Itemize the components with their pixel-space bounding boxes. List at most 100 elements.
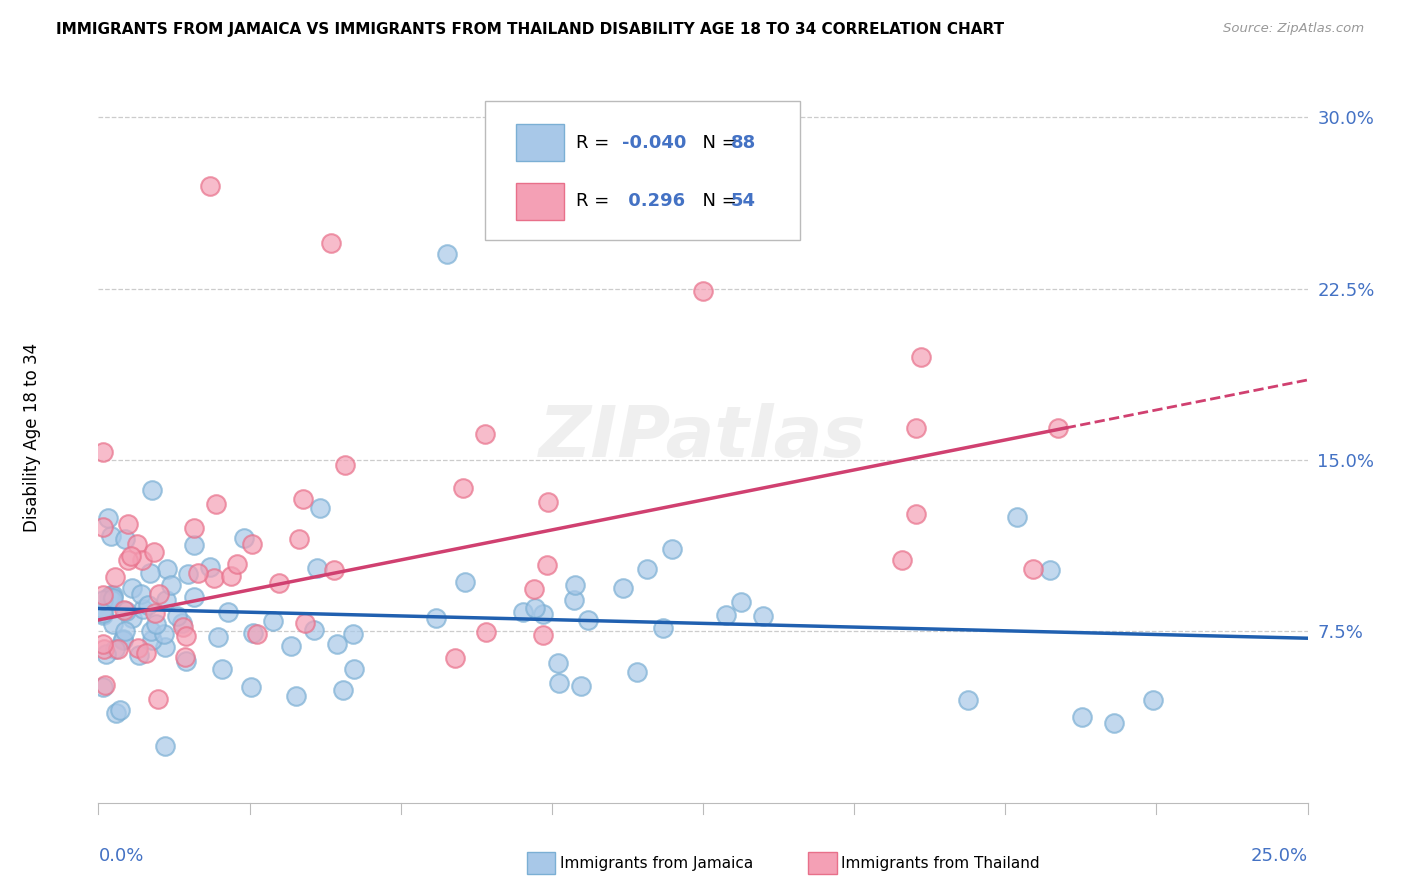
Point [108,703,131,717]
Point [131,553,153,567]
Point [117,516,139,531]
Text: 25.0%: 25.0% [1250,847,1308,864]
Point [547,657,569,671]
Point [285,689,308,703]
Point [121,581,143,595]
Point [548,675,571,690]
Point [564,578,586,592]
Point [97,511,120,525]
Point [1102,715,1125,730]
Point [267,576,290,591]
Point [91,680,114,694]
Point [309,501,332,516]
Point [233,531,256,545]
Point [651,621,673,635]
Point [145,617,167,632]
Point [91,606,114,620]
Point [94,678,117,692]
Point [425,610,447,624]
Point [135,646,157,660]
Text: Disability Age 18 to 34: Disability Age 18 to 34 [22,343,41,532]
Point [333,458,356,472]
Point [626,665,648,679]
Text: N =: N = [690,134,742,152]
Text: Immigrants from Jamaica: Immigrants from Jamaica [560,855,752,871]
Point [143,606,166,620]
Point [291,492,314,507]
Point [891,553,914,567]
Point [152,627,174,641]
Point [117,553,139,567]
Point [198,560,221,574]
Text: ZIPatlas: ZIPatlas [540,402,866,472]
Text: 54: 54 [731,192,756,211]
Point [751,608,773,623]
Point [342,662,364,676]
Point [112,632,135,646]
Point [103,591,125,606]
Point [153,739,176,754]
Point [217,605,239,619]
Point [131,602,153,616]
Point [148,587,170,601]
Point [305,561,328,575]
Point [453,481,475,495]
Point [1046,421,1069,435]
Point [114,533,136,547]
Point [172,620,194,634]
Point [956,693,979,707]
Point [128,648,150,662]
Point [474,427,496,442]
Point [219,568,242,582]
Point [536,558,558,572]
Point [91,602,114,616]
Text: 0.296: 0.296 [621,192,685,211]
Point [107,642,129,657]
Point [156,562,179,576]
Point [288,532,311,546]
Point [910,350,932,364]
Point [127,640,149,655]
Point [198,178,221,193]
Text: R =: R = [576,134,614,152]
Point [319,235,342,250]
Text: R =: R = [576,192,614,211]
FancyBboxPatch shape [485,101,800,240]
Point [183,538,205,552]
Point [91,445,114,459]
Point [280,639,302,653]
Point [183,521,205,535]
Text: 88: 88 [731,134,756,152]
Point [207,630,229,644]
Point [91,588,114,602]
Point [211,662,233,676]
Point [204,497,226,511]
Text: -0.040: -0.040 [621,134,686,152]
Point [141,483,163,498]
Point [125,537,148,551]
Point [170,616,193,631]
Point [93,641,115,656]
Point [104,706,127,721]
Point [143,545,166,559]
Point [103,641,125,656]
Point [103,570,125,584]
Point [138,566,160,581]
Point [444,651,467,665]
Point [730,595,752,609]
Point [246,627,269,641]
Text: Immigrants from Thailand: Immigrants from Thailand [841,855,1039,871]
Point [302,623,325,637]
Point [242,626,264,640]
Point [523,601,546,615]
Bar [516,124,564,161]
Point [325,637,347,651]
Point [475,624,498,639]
Point [576,613,599,627]
Point [454,574,477,589]
Point [1038,563,1060,577]
Point [94,647,117,661]
Point [112,633,135,648]
Point [155,592,177,607]
Point [512,605,534,619]
